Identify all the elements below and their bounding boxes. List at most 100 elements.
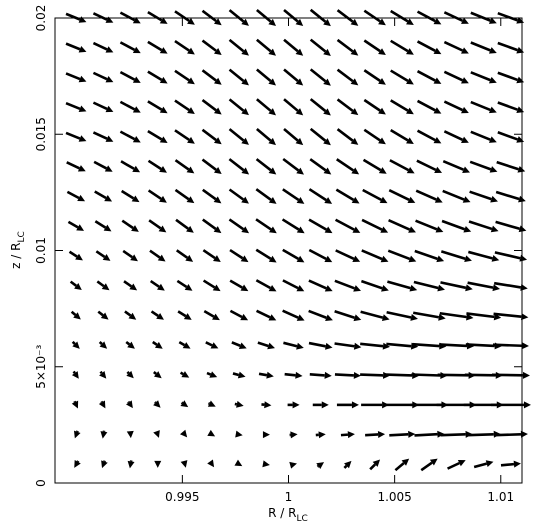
arrow-head bbox=[187, 17, 195, 25]
arrow-shaft bbox=[390, 39, 409, 53]
arrow-head bbox=[406, 137, 414, 144]
vector-arrow bbox=[308, 188, 333, 204]
arrow-head bbox=[154, 371, 162, 379]
arrow-shaft bbox=[412, 342, 440, 348]
vector-arrow bbox=[363, 39, 386, 56]
vector-arrow bbox=[66, 190, 86, 202]
arrow-head bbox=[522, 371, 530, 379]
arrow-shaft bbox=[334, 342, 355, 348]
arrow-shaft bbox=[415, 189, 437, 201]
arrow-shaft bbox=[360, 279, 383, 290]
arrow-head bbox=[323, 108, 331, 116]
arrow-shaft bbox=[66, 190, 80, 200]
vector-arrow bbox=[388, 219, 416, 233]
vector-arrow bbox=[387, 249, 417, 263]
arrow-shaft bbox=[72, 370, 76, 374]
vector-arrow bbox=[174, 129, 195, 144]
vector-arrow bbox=[174, 159, 195, 174]
arrow-head bbox=[295, 137, 304, 146]
arrow-shaft bbox=[147, 100, 163, 111]
vector-arrow bbox=[386, 311, 418, 321]
arrow-head bbox=[237, 371, 246, 379]
arrow-head bbox=[516, 106, 525, 113]
vector-arrow bbox=[467, 250, 500, 262]
arrow-head bbox=[262, 460, 270, 468]
vector-arrow bbox=[148, 219, 167, 233]
vector-arrow bbox=[416, 159, 443, 174]
vector-arrow bbox=[119, 70, 141, 83]
vector-arrow bbox=[390, 9, 414, 25]
arrow-head bbox=[433, 47, 442, 55]
arrow-head bbox=[74, 460, 81, 468]
arrow-head bbox=[350, 108, 359, 116]
arrow-head bbox=[466, 313, 474, 321]
vector-arrow bbox=[363, 9, 386, 26]
arrow-head bbox=[296, 342, 304, 350]
vector-arrow bbox=[361, 401, 390, 409]
vector-arrow bbox=[309, 68, 331, 86]
arrow-head bbox=[104, 165, 113, 172]
arrow-shaft bbox=[316, 465, 320, 468]
vector-arrow bbox=[309, 371, 332, 379]
arrow-head bbox=[125, 400, 133, 409]
arrow-shaft bbox=[363, 69, 381, 82]
arrow-shaft bbox=[443, 70, 464, 82]
arrow-shaft bbox=[148, 219, 162, 230]
arrow-head bbox=[268, 137, 276, 146]
arrow-head bbox=[74, 283, 82, 291]
arrow-head bbox=[521, 342, 529, 350]
arrow-head bbox=[213, 18, 222, 26]
arrow-head bbox=[353, 314, 362, 322]
vector-arrow bbox=[255, 158, 277, 175]
arrow-head bbox=[324, 197, 333, 204]
arrow-head bbox=[268, 167, 277, 175]
vector-arrow bbox=[283, 128, 304, 146]
arrow-head bbox=[296, 284, 305, 292]
arrow-shaft bbox=[256, 128, 272, 142]
arrow-shaft bbox=[500, 462, 515, 467]
vector-arrow bbox=[228, 158, 250, 175]
arrow-head bbox=[213, 196, 222, 204]
vector-arrow bbox=[336, 9, 359, 26]
arrow-shaft bbox=[389, 433, 409, 437]
vector-arrow bbox=[153, 400, 161, 408]
arrow-shaft bbox=[153, 401, 157, 404]
arrow-shaft bbox=[69, 280, 78, 287]
vector-arrow bbox=[152, 340, 163, 349]
vector-arrow bbox=[65, 72, 87, 83]
arrow-shaft bbox=[119, 130, 136, 141]
arrow-shaft bbox=[334, 279, 355, 290]
vector-arrow bbox=[232, 371, 246, 379]
arrow-head bbox=[436, 255, 445, 263]
arrow-shaft bbox=[65, 131, 81, 140]
arrow-shaft bbox=[443, 100, 464, 112]
vector-arrow bbox=[495, 220, 527, 233]
arrow-shaft bbox=[496, 160, 519, 171]
vector-arrow bbox=[287, 401, 300, 409]
vector-arrow bbox=[202, 218, 222, 234]
arrow-shaft bbox=[308, 309, 327, 319]
arrow-head bbox=[372, 459, 381, 467]
arrow-shaft bbox=[466, 432, 494, 437]
vector-arrow bbox=[390, 128, 414, 144]
arrow-head bbox=[437, 284, 445, 292]
vector-arrow bbox=[207, 459, 215, 468]
vector-arrow bbox=[255, 248, 277, 263]
arrow-shaft bbox=[308, 341, 326, 348]
arrow-shaft bbox=[390, 9, 409, 23]
vector-arrow bbox=[150, 310, 164, 320]
arrow-shaft bbox=[255, 158, 272, 172]
arrow-head bbox=[72, 341, 80, 349]
arrow-shaft bbox=[121, 219, 134, 230]
plot-frame bbox=[54, 17, 523, 484]
arrow-shaft bbox=[308, 188, 327, 202]
arrow-head bbox=[434, 196, 443, 203]
vector-arrow bbox=[283, 68, 304, 86]
vector-arrow bbox=[470, 41, 497, 54]
vector-arrow bbox=[149, 280, 165, 291]
arrow-head bbox=[324, 285, 333, 292]
vector-arrow bbox=[335, 188, 360, 204]
arrow-shaft bbox=[201, 39, 217, 52]
arrow-shaft bbox=[201, 69, 217, 82]
arrow-shaft bbox=[416, 10, 436, 23]
